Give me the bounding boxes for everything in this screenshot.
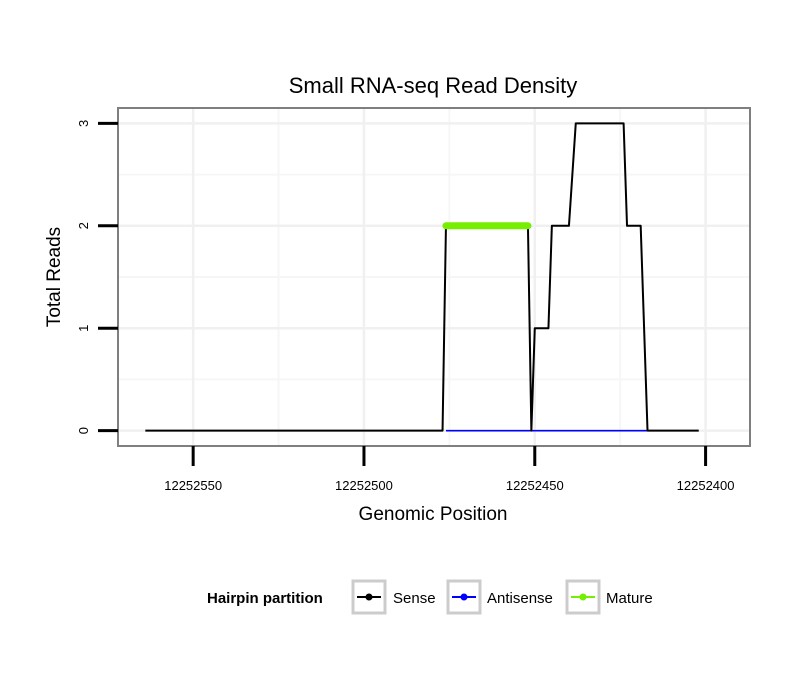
- legend-dot-sense: [365, 593, 373, 601]
- x-tick-label-1: 12252500: [335, 478, 393, 493]
- plot-border: [117, 107, 751, 447]
- legend-dot-mature: [579, 593, 587, 601]
- legend-item-sense: Sense: [351, 579, 436, 615]
- legend-item-antisense: Antisense: [446, 579, 553, 615]
- x-axis: 12252550 12252500 12252450 12252400: [164, 446, 735, 493]
- y-axis: 0 1 2 3: [76, 120, 118, 434]
- x-tick-label-3: 12252400: [677, 478, 735, 493]
- legend-key-mature: [565, 579, 601, 615]
- legend-label-mature: Mature: [606, 590, 653, 607]
- plot-area: [117, 107, 751, 447]
- y-tick-label-0: 0: [76, 427, 91, 434]
- legend-label-sense: Sense: [393, 590, 436, 607]
- legend-item-mature: Mature: [565, 579, 653, 615]
- y-axis-title: Total Reads: [44, 227, 65, 327]
- x-tick-label-2: 12252450: [506, 478, 564, 493]
- grid-minor: [118, 108, 750, 446]
- series-layer: [145, 122, 699, 432]
- legend: Hairpin partition Sense Antisense Mature: [207, 579, 653, 615]
- y-tick-label-3: 3: [76, 120, 91, 127]
- x-axis-title: Genomic Position: [359, 504, 508, 525]
- legend-label-antisense: Antisense: [487, 590, 553, 607]
- chart-title: Small RNA-seq Read Density: [289, 73, 578, 98]
- x-tick-label-0: 12252550: [164, 478, 222, 493]
- legend-dot-antisense: [460, 593, 468, 601]
- legend-title: Hairpin partition: [207, 590, 323, 607]
- y-tick-label-2: 2: [76, 222, 91, 229]
- y-tick-label-1: 1: [76, 325, 91, 332]
